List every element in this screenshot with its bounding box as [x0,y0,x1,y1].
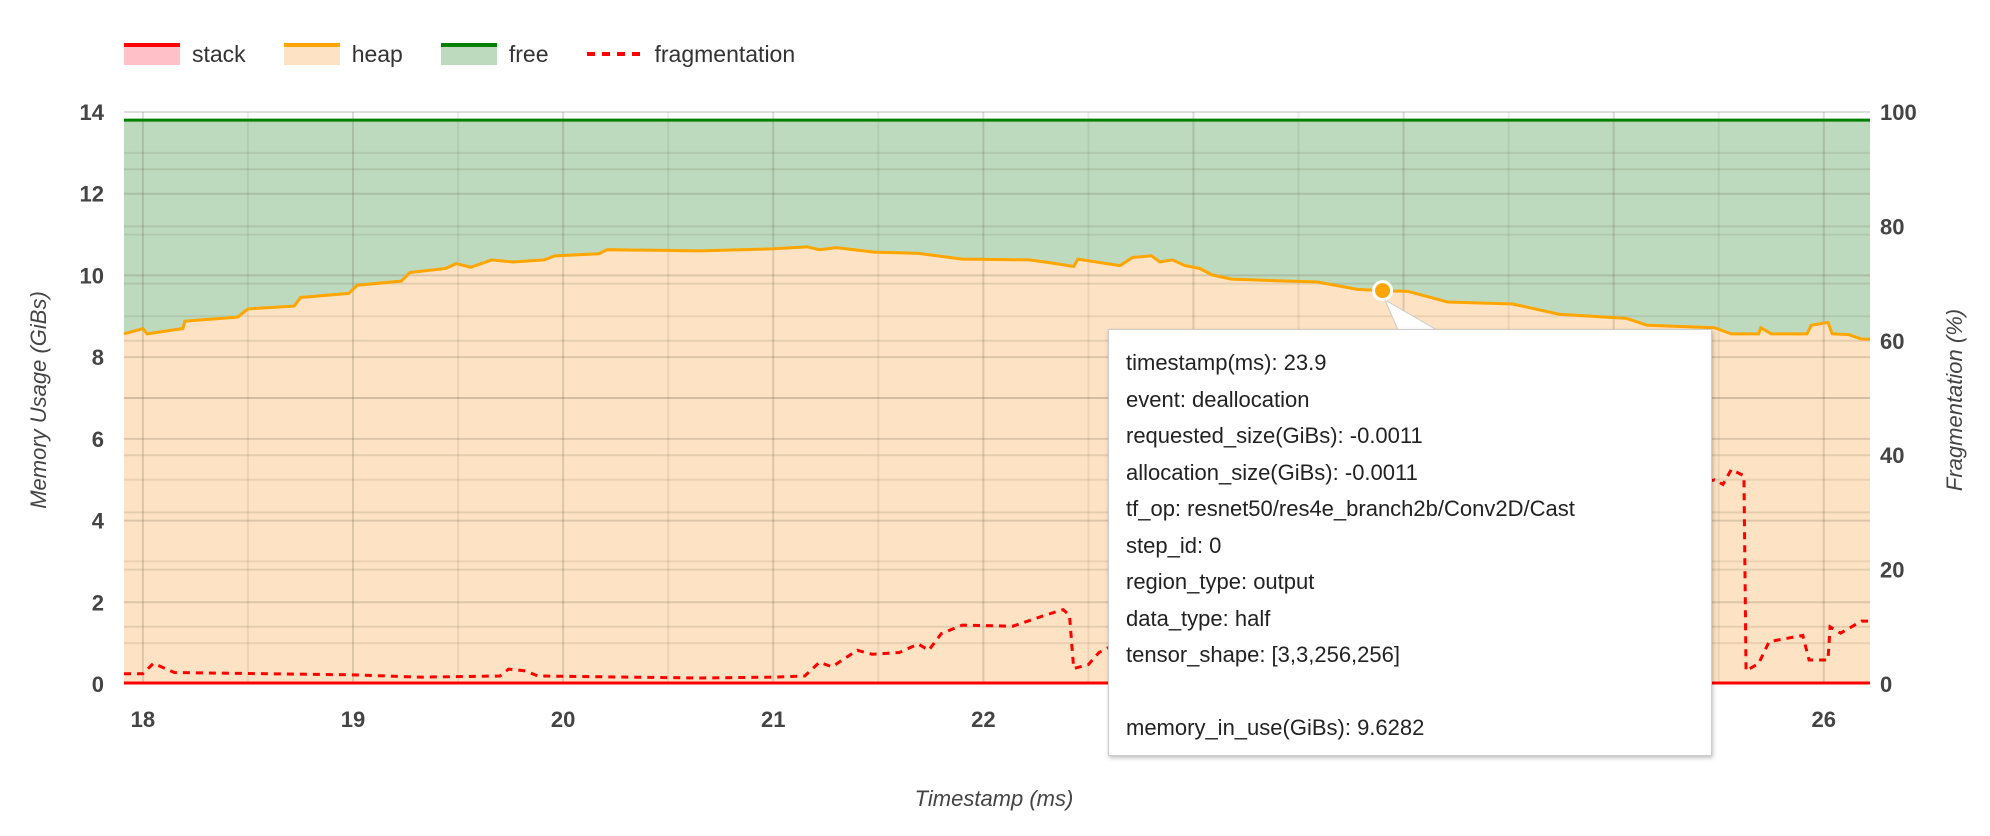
y-tick-label: 0 [92,672,104,697]
tooltip-line: allocation_size(GiBs): -0.0011 [1126,459,1418,485]
tooltip-line: event: deallocation [1126,386,1310,412]
tooltip: timestamp(ms): 23.9 event: deallocation re… [1108,329,1712,756]
legend: stack heap free fragmentation [124,38,833,70]
x-tick-label: 21 [761,707,785,732]
y-tick-label: 6 [92,427,104,452]
y2-tick-label: 80 [1880,214,1904,239]
x-tick-label: 22 [971,707,995,732]
tooltip-line: tf_op: resnet50/res4e_branch2b/Conv2D/Ca… [1126,496,1575,521]
y2-tick-label: 60 [1880,329,1904,354]
tooltip-line: data_type: half [1126,605,1271,631]
tooltip-line: requested_size(GiBs): -0.0011 [1126,423,1423,448]
y2-tick-label: 40 [1880,443,1904,468]
x-tick-label: 19 [341,707,365,732]
heap-swatch-icon [283,43,340,65]
stack-swatch-icon [124,43,180,65]
y-tick-label: 2 [92,590,104,615]
y-tick-label: 8 [92,345,104,370]
free-swatch-icon [440,43,497,65]
y2-axis-title: Fragmentation (%) [1942,309,1967,491]
x-tick-label: 26 [1812,707,1836,732]
x-axis-title: Timestamp (ms) [915,786,1074,811]
y2-tick-label: 20 [1880,558,1904,583]
tooltip-line [1126,674,1711,711]
tooltip-line: step_id: 0 [1126,532,1222,558]
y-tick-label: 4 [92,509,105,534]
fragmentation-line [124,467,1870,680]
legend-label: free [508,40,549,67]
legend-item-stack[interactable]: stack [124,41,246,68]
y2-tick-label: 0 [1880,672,1892,697]
tooltip-line: tensor_shape: [3,3,256,256] [1126,642,1400,667]
y-tick-label: 14 [80,100,105,125]
tooltip-line: memory_in_use(GiBs): 9.6282 [1126,715,1425,740]
tooltip-line: timestamp(ms): 23.9 [1126,350,1327,375]
legend-label: fragmentation [654,40,796,67]
highlight-point [1372,280,1394,302]
free-area [124,120,1870,340]
legend-label: heap [351,40,403,67]
legend-label: stack [192,40,246,67]
legend-item-free[interactable]: free [440,40,549,68]
y-tick-label: 12 [80,182,104,207]
x-tick-label: 18 [131,707,155,732]
legend-item-fragmentation[interactable]: fragmentation [586,40,796,68]
x-tick-label: 20 [551,707,575,732]
tooltip-line: region_type: output [1126,569,1315,594]
legend-item-heap[interactable]: heap [283,40,403,68]
y-tick-label: 10 [80,263,104,288]
fragmentation-dash-icon [586,52,643,56]
y-axis-title: Memory Usage (GiBs) [26,291,51,509]
heap-line [123,245,1870,341]
y2-tick-label: 100 [1880,100,1917,125]
